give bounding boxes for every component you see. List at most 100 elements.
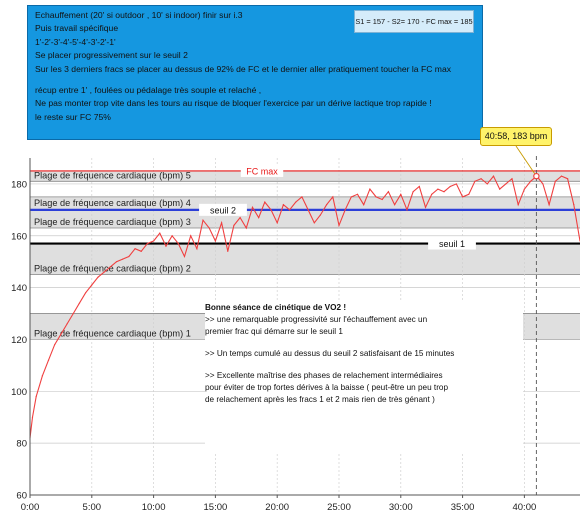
analysis-line: >> Excellente maîtrise des phases de rel… bbox=[205, 371, 443, 380]
heart-rate-point bbox=[208, 227, 210, 229]
heart-rate-point bbox=[245, 227, 247, 229]
heart-rate-point bbox=[418, 185, 420, 188]
heart-rate-point bbox=[350, 196, 352, 198]
x-tick-label: 0:00 bbox=[21, 502, 40, 513]
heart-rate-point bbox=[31, 416, 34, 418]
heart-rate-point bbox=[134, 248, 136, 250]
axes: 60 80 100 120 140 160 180 0:00 5:00 10:00 15:00 20:… bbox=[11, 158, 580, 513]
analysis-line: >> Un temps cumulé au dessus du seuil 2 … bbox=[205, 349, 455, 358]
analysis-line: premier frac qui démarre sur le seuil 1 bbox=[205, 327, 343, 336]
note-gap bbox=[35, 76, 482, 84]
heart-rate-point bbox=[35, 395, 37, 398]
heart-rate-point bbox=[468, 193, 470, 195]
heart-rate-point bbox=[554, 180, 556, 182]
heart-rate-point bbox=[313, 222, 315, 224]
heart-rate-point bbox=[394, 204, 396, 206]
heart-rate-point bbox=[412, 191, 414, 193]
heart-rate-point bbox=[381, 198, 383, 201]
note-line: 1'-2'-3'-4'-5'-4'-3'-2'-1' bbox=[35, 36, 116, 47]
heart-rate-point bbox=[128, 255, 130, 258]
x-tick-label: 20:00 bbox=[265, 502, 289, 513]
heart-rate-point bbox=[437, 188, 439, 190]
heart-rate-point bbox=[109, 266, 111, 268]
heart-rate-point bbox=[443, 191, 445, 193]
heart-rate-point bbox=[72, 312, 74, 315]
heart-rate-point bbox=[239, 217, 241, 219]
heart-rate-point bbox=[517, 204, 519, 206]
heart-rate-point bbox=[177, 242, 179, 245]
analysis-gap bbox=[205, 360, 523, 370]
heart-rate-point bbox=[122, 258, 124, 260]
heart-rate-point bbox=[264, 201, 266, 203]
threshold-label-bg bbox=[240, 164, 284, 177]
heart-rate-point bbox=[270, 209, 272, 211]
heart-rate-point bbox=[282, 204, 284, 206]
heart-rate-point bbox=[66, 323, 68, 325]
heart-rate-point bbox=[171, 235, 173, 237]
y-tick-label: 120 bbox=[11, 335, 27, 346]
x-tick-label: 10:00 bbox=[142, 502, 166, 513]
heart-rate-point bbox=[542, 183, 544, 185]
x-tick-label: 40:00 bbox=[512, 502, 536, 513]
heart-rate-point bbox=[295, 201, 297, 203]
zone-label: Plage de fréquence cardiaque (bpm) 2 bbox=[34, 264, 191, 274]
heart-rate-point bbox=[251, 206, 254, 208]
heart-rate-point bbox=[301, 196, 303, 198]
heart-rate-point bbox=[227, 250, 229, 252]
x-tick-label: 5:00 bbox=[83, 502, 102, 513]
heart-rate-point bbox=[548, 204, 550, 206]
note-line: le reste sur FC 75% bbox=[35, 111, 111, 122]
heart-rate-point bbox=[307, 209, 309, 211]
heart-rate-point bbox=[183, 255, 186, 258]
heart-rate-point bbox=[492, 175, 495, 177]
zone-label: Plage de fréquence cardiaque (bpm) 1 bbox=[34, 328, 191, 338]
zone-label: Plage de fréquence cardiaque (bpm) 3 bbox=[34, 217, 191, 227]
x-tick-label: 25:00 bbox=[327, 502, 351, 513]
zone-label: Plage de fréquence cardiaque (bpm) 5 bbox=[34, 170, 191, 180]
heart-rate-point bbox=[47, 359, 50, 361]
y-tick-label: 60 bbox=[16, 491, 27, 502]
heart-rate-point bbox=[202, 219, 204, 221]
threshold-label-bg bbox=[199, 203, 247, 216]
x-tick-label: 30:00 bbox=[389, 502, 413, 513]
heart-rate-point bbox=[523, 188, 525, 190]
heart-rate-point bbox=[196, 248, 198, 250]
x-tick-label: 35:00 bbox=[451, 502, 475, 513]
heart-rate-point bbox=[103, 271, 105, 273]
analysis-line: pour éviter de trop fortes dérives à la … bbox=[205, 383, 449, 392]
heart-rate-point bbox=[480, 178, 482, 180]
heart-rate-series bbox=[29, 172, 580, 439]
heart-rate-point bbox=[91, 284, 93, 286]
heart-rate-point bbox=[190, 235, 192, 237]
analysis-line: de relachement après les fracs 1 et 2 ma… bbox=[205, 395, 435, 404]
heart-rate-point bbox=[400, 193, 402, 195]
heart-rate-point bbox=[140, 250, 142, 252]
heart-rate-point bbox=[369, 188, 371, 190]
heart-rate-point bbox=[486, 183, 488, 185]
heart-rate-point bbox=[449, 185, 451, 188]
heart-rate-point bbox=[319, 214, 322, 216]
heart-rate-point bbox=[431, 193, 433, 195]
threshold-label-bg bbox=[428, 237, 476, 250]
note-line: récup entre 1' , foulées ou pédalage trè… bbox=[35, 85, 262, 96]
heart-rate-point bbox=[424, 206, 427, 208]
heart-rate-point bbox=[214, 240, 216, 242]
analysis-gap bbox=[205, 338, 523, 348]
heart-rate-point bbox=[356, 193, 359, 195]
heart-rate-point bbox=[276, 222, 278, 224]
heart-rate-point bbox=[363, 204, 365, 206]
zone-label: Plage de fréquence cardiaque (bpm) 4 bbox=[34, 198, 191, 208]
heart-rate-point bbox=[529, 180, 532, 182]
heart-rate-point bbox=[288, 209, 291, 211]
heart-rate-point bbox=[338, 224, 340, 226]
heart-rate-point bbox=[461, 196, 464, 198]
heart-rate-point bbox=[474, 180, 476, 182]
threshold-lines: FC max seuil 2 seuil 1 bbox=[30, 145, 580, 495]
heart-rate-point bbox=[97, 276, 99, 278]
x-tick-label: 15:00 bbox=[204, 502, 228, 513]
heart-rate-point bbox=[54, 344, 56, 346]
heart-rate-point bbox=[41, 375, 43, 377]
heart-rate-point bbox=[387, 191, 390, 193]
note-line: Puis travail spécifique bbox=[35, 23, 119, 34]
analysis-line: >> une remarquable progressivité sur l'é… bbox=[205, 315, 428, 324]
